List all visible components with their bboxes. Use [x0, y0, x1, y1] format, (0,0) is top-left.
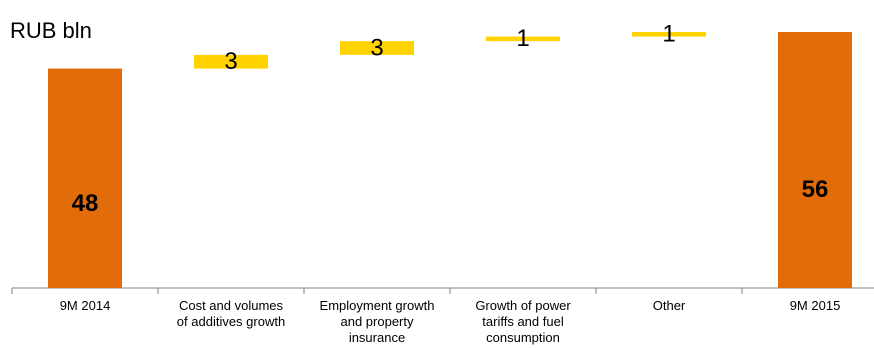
bar-delta	[632, 32, 706, 37]
bar-value-label: 3	[370, 34, 383, 61]
bar-value-label: 1	[516, 25, 529, 52]
category-label: 9M 2014	[60, 298, 111, 313]
bar-total	[48, 68, 122, 288]
category-label: 9M 2015	[790, 298, 841, 313]
bar-value-label: 56	[802, 176, 829, 203]
bar-value-label: 3	[224, 48, 237, 75]
category-label: Employment growth and property insurance	[320, 298, 435, 345]
bar-value-label: 48	[72, 190, 99, 217]
category-label: Cost and volumes of additives growth	[177, 298, 285, 329]
unit-label: RUB bln	[10, 18, 92, 43]
bar-delta	[486, 36, 560, 42]
bar-delta	[194, 54, 268, 69]
category-label: Other	[653, 298, 686, 313]
category-label: Growth of power tariffs and fuel consumpti…	[475, 298, 571, 345]
bar-value-label: 1	[662, 21, 675, 48]
bar-total	[778, 32, 852, 288]
bar-delta	[340, 41, 414, 55]
